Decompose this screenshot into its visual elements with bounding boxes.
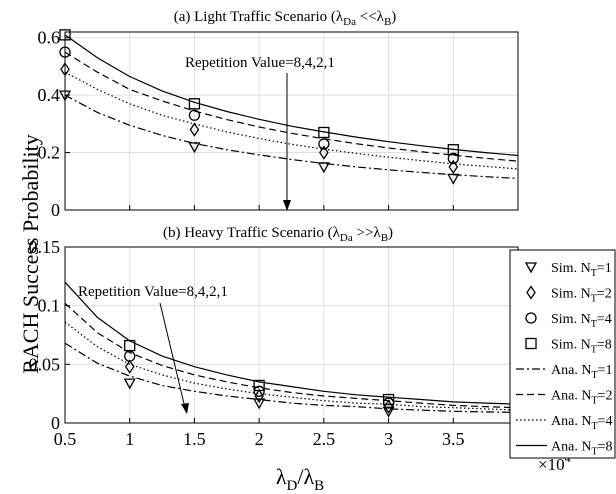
panel-a-sim-point-1-1 bbox=[189, 122, 200, 137]
panel-b-annotation: Repetition Value=8,4,2,1 bbox=[78, 284, 228, 300]
panel-b-sim-point-3-0 bbox=[124, 339, 136, 352]
panel-a-title: (a) Light Traffic Scenario (λDa <<λB) bbox=[174, 9, 397, 28]
legend-entry-2: Sim. NT=4 bbox=[525, 312, 612, 330]
panel-a-sim-point-2-1 bbox=[188, 109, 201, 121]
panel-a-sim-point-0-1 bbox=[188, 142, 201, 154]
legend-label-4: Ana. NT=1 bbox=[551, 363, 612, 381]
panel-a-ytick-label-3: 0.6 bbox=[38, 28, 61, 48]
legend-label-6: Ana. NT=4 bbox=[551, 414, 612, 432]
panel-a-markers bbox=[58, 29, 460, 185]
panel-b-ytick-label-0: 0 bbox=[51, 413, 60, 433]
panel-a-lines bbox=[64, 34, 519, 179]
panel-a-sim-point-3-1 bbox=[188, 98, 201, 110]
legend-entry-6: Ana. NT=4 bbox=[516, 414, 612, 432]
panel-a-ytick-label-2: 0.4 bbox=[38, 85, 61, 105]
panel-b-sim-point-0-1 bbox=[253, 398, 266, 410]
panel-b-sim-point-3-2 bbox=[382, 393, 395, 406]
panel-a-sim-point-3-2 bbox=[318, 126, 330, 139]
legend-marker-0 bbox=[524, 262, 538, 274]
panel-b-xtick-label-6: 3.5 bbox=[442, 429, 465, 449]
panel-b-analytical-line-0 bbox=[64, 342, 519, 413]
panel-a-sim-point-0-3 bbox=[447, 173, 460, 185]
panel-b-ytick-label-2: 0.1 bbox=[38, 296, 61, 316]
legend-label-3: Sim. NT=8 bbox=[551, 338, 612, 356]
panel-b-xtick-label-4: 2.5 bbox=[313, 429, 336, 449]
panel-b-axes-box bbox=[64, 246, 519, 424]
legend: Sim. NT=1 Sim. NT=2 Sim. NT=4 Sim. NT=8 Ana.… bbox=[509, 249, 616, 459]
legend-marker-3 bbox=[525, 337, 537, 350]
panel-b-grid bbox=[64, 246, 519, 424]
panel-b-xtick-label-2: 1.5 bbox=[183, 429, 206, 449]
panel-b-xtick-label-1: 1 bbox=[125, 429, 134, 449]
panel-b-sim-point-0-0 bbox=[123, 378, 136, 390]
panel-b-sim-point-1-0 bbox=[124, 359, 135, 374]
panel-light-traffic: (a) Light Traffic Scenario (λDa <<λB) 00… bbox=[38, 9, 519, 220]
y-axis-label: RACH Success Probability bbox=[18, 134, 43, 374]
legend-entry-0: Sim. NT=1 bbox=[524, 261, 612, 279]
panel-b-annotation-arrow bbox=[159, 302, 189, 414]
panel-a-sim-point-0-2 bbox=[317, 162, 330, 174]
x-axis-label: λD/λB bbox=[276, 464, 324, 494]
panel-a-analytical-line-3 bbox=[64, 34, 519, 157]
panel-a-sim-point-2-2 bbox=[318, 138, 330, 150]
panel-b-ytick-label-1: 0.05 bbox=[29, 354, 61, 374]
legend-label-7: Ana. NT=8 bbox=[551, 440, 612, 458]
legend-label-2: Sim. NT=4 bbox=[551, 312, 612, 330]
panel-b-ytick-label-3: 0.15 bbox=[29, 237, 61, 257]
panel-a-ticks: 0 0.2 0.4 0.6 bbox=[38, 28, 519, 220]
panel-a-analytical-line-0 bbox=[64, 94, 519, 179]
panel-a-ytick-label-0: 0 bbox=[51, 200, 60, 220]
panel-heavy-traffic: (b) Heavy Traffic Scenario (λDa >>λB) 0.… bbox=[29, 225, 525, 449]
panel-b-xtick-label-5: 3 bbox=[384, 429, 393, 449]
panel-a-sim-point-1-3 bbox=[448, 159, 459, 175]
panel-b-analytical-line-2 bbox=[64, 302, 519, 409]
legend-entry-5: Ana. NT=2 bbox=[516, 389, 612, 407]
panel-b-analytical-line-3 bbox=[64, 281, 519, 405]
panel-a-ytick-label-1: 0.2 bbox=[38, 143, 61, 163]
panel-b-analytical-line-1 bbox=[64, 321, 519, 411]
panel-b-sim-point-2-1 bbox=[253, 385, 265, 397]
legend-label-5: Ana. NT=2 bbox=[551, 389, 612, 407]
panel-a-sim-point-3-3 bbox=[447, 144, 459, 156]
legend-label-0: Sim. NT=1 bbox=[551, 261, 612, 279]
legend-entry-3: Sim. NT=8 bbox=[525, 337, 612, 356]
legend-label-1: Sim. NT=2 bbox=[551, 287, 612, 305]
panel-a-sim-point-2-3 bbox=[447, 152, 459, 164]
legend-entry-1: Sim. NT=2 bbox=[526, 285, 612, 305]
panel-b-lines bbox=[64, 281, 519, 413]
panel-b-title: (b) Heavy Traffic Scenario (λDa >>λB) bbox=[163, 225, 393, 244]
legend-entry-4: Ana. NT=1 bbox=[516, 363, 612, 381]
panel-b-xtick-label-0: 0.5 bbox=[54, 429, 77, 449]
legend-marker-1 bbox=[526, 285, 536, 300]
panel-a-axes-box bbox=[64, 31, 519, 211]
panel-b-xtick-label-3: 2 bbox=[255, 429, 264, 449]
panel-a-analytical-line-2 bbox=[64, 51, 519, 162]
panel-a-annotation-arrow bbox=[283, 73, 291, 211]
panel-b-sim-point-1-1 bbox=[254, 388, 264, 404]
panel-a-annotation: Repetition Value=8,4,2,1 bbox=[185, 55, 335, 71]
legend-marker-2 bbox=[525, 312, 537, 324]
panel-a-sim-point-1-2 bbox=[319, 145, 329, 160]
legend-entry-7: Ana. NT=8 bbox=[516, 440, 612, 458]
panel-b-sim-point-3-1 bbox=[253, 379, 265, 392]
panel-b-ticks: 0.511.522.533.5400.050.10.15 bbox=[29, 237, 523, 449]
panel-b-sim-point-0-2 bbox=[382, 406, 395, 418]
